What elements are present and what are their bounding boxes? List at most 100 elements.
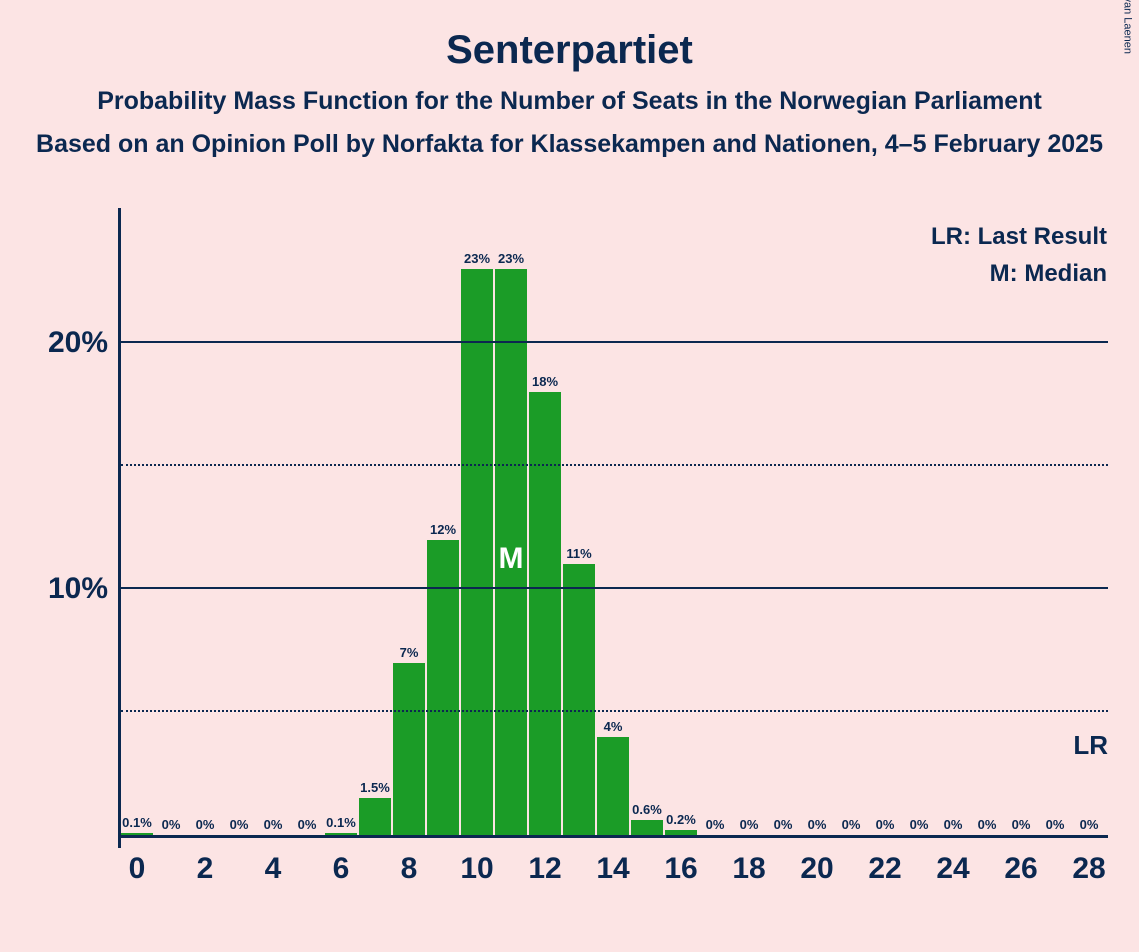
bar-value-label: 0.6% <box>632 802 662 817</box>
bar <box>631 820 663 835</box>
bar-value-label: 23% <box>464 251 490 266</box>
bar-slot: 0.2% <box>664 220 698 835</box>
bar-value-label: 12% <box>430 522 456 537</box>
bar-value-label: 0% <box>808 817 827 832</box>
x-tick-label: 28 <box>1072 852 1105 886</box>
bar <box>359 798 391 835</box>
pmf-chart: 0.1% 0% 0% 0% 0% 0% 0.1% 1.5% 7% 12% 23% M 23% 18% 11%… <box>118 218 1108 838</box>
bar-value-label: 0% <box>1012 817 1031 832</box>
gridline <box>121 341 1108 343</box>
bar-slot: M 23% <box>494 220 528 835</box>
bar-slot: 4% <box>596 220 630 835</box>
x-tick-label: 0 <box>129 852 146 886</box>
bar-value-label: 0.1% <box>326 815 356 830</box>
gridline <box>121 587 1108 589</box>
bar-slot: 0.1% <box>324 220 358 835</box>
bar-value-label: 0% <box>264 817 283 832</box>
bar-slot: 0% <box>154 220 188 835</box>
bar-slot: 0% <box>222 220 256 835</box>
plot-area: 0.1% 0% 0% 0% 0% 0% 0.1% 1.5% 7% 12% 23% M 23% 18% 11%… <box>118 218 1108 838</box>
bar-slot: 0% <box>834 220 868 835</box>
bar-value-label: 7% <box>400 645 419 660</box>
bar-slot: 0% <box>1038 220 1072 835</box>
bar <box>121 833 153 835</box>
bar-value-label: 0% <box>706 817 725 832</box>
bar <box>597 737 629 835</box>
bar <box>393 663 425 835</box>
bar-value-label: 0% <box>740 817 759 832</box>
bar-value-label: 0% <box>842 817 861 832</box>
bar-slot: 0% <box>868 220 902 835</box>
bar-slot: 0% <box>936 220 970 835</box>
x-tick-label: 2 <box>197 852 214 886</box>
bar-slot: 0% <box>1004 220 1038 835</box>
bar-value-label: 11% <box>566 546 591 561</box>
bar-value-label: 0% <box>978 817 997 832</box>
bar-value-label: 4% <box>604 719 623 734</box>
bar-slot: 0% <box>970 220 1004 835</box>
chart-title: Senterpartiet <box>0 28 1139 73</box>
bar-slot: 11% <box>562 220 596 835</box>
gridline <box>121 464 1108 466</box>
median-marker: M <box>499 542 524 576</box>
x-tick-label: 18 <box>732 852 765 886</box>
bar-value-label: 23% <box>498 251 524 266</box>
x-tick-label: 16 <box>664 852 697 886</box>
bar-slot: 7% <box>392 220 426 835</box>
bar-slot: 0% <box>256 220 290 835</box>
bar: M <box>495 269 527 835</box>
bar-slot: 0% <box>188 220 222 835</box>
x-tick-label: 24 <box>936 852 969 886</box>
x-tick-label: 14 <box>596 852 629 886</box>
bar-value-label: 0% <box>944 817 963 832</box>
bar-value-label: 0.2% <box>666 812 696 827</box>
bar <box>461 269 493 835</box>
x-tick-label: 20 <box>800 852 833 886</box>
bar <box>325 833 357 835</box>
bar <box>529 392 561 835</box>
bar-slot: 0% <box>766 220 800 835</box>
bar-value-label: 0% <box>774 817 793 832</box>
bar-slot: 23% <box>460 220 494 835</box>
bar-value-label: 0% <box>876 817 895 832</box>
bar <box>563 564 595 835</box>
x-tick-label: 26 <box>1004 852 1037 886</box>
bar-value-label: 0% <box>230 817 249 832</box>
x-tick-label: 4 <box>265 852 282 886</box>
x-tick-label: 22 <box>868 852 901 886</box>
bar-slot: 18% <box>528 220 562 835</box>
lr-marker: LR <box>1073 730 1108 761</box>
x-tick-label: 10 <box>460 852 493 886</box>
bar <box>427 540 459 835</box>
bar <box>665 830 697 835</box>
x-tick-label: 6 <box>333 852 350 886</box>
bar-value-label: 18% <box>532 374 558 389</box>
chart-subtitle-1: Probability Mass Function for the Number… <box>0 87 1139 116</box>
copyright: © 2025 Filip van Laenen <box>1121 0 1133 54</box>
bar-slot: 0.6% <box>630 220 664 835</box>
gridline <box>121 710 1108 712</box>
bar-value-label: 0% <box>1046 817 1065 832</box>
bar-slot: 1.5% <box>358 220 392 835</box>
bar-value-label: 0% <box>1080 817 1099 832</box>
bar-value-label: 1.5% <box>360 780 390 795</box>
bars-container: 0.1% 0% 0% 0% 0% 0% 0.1% 1.5% 7% 12% 23% M 23% 18% 11%… <box>120 220 1106 835</box>
bar-value-label: 0% <box>162 817 181 832</box>
y-tick-label: 10% <box>18 572 108 606</box>
x-tick-label: 8 <box>401 852 418 886</box>
bar-value-label: 0.1% <box>122 815 152 830</box>
bar-slot: 0% <box>732 220 766 835</box>
bar-value-label: 0% <box>298 817 317 832</box>
chart-subtitle-2: Based on an Opinion Poll by Norfakta for… <box>0 130 1139 159</box>
bar-slot: 12% <box>426 220 460 835</box>
bar-slot: 0% <box>902 220 936 835</box>
bar-slot: 0% <box>800 220 834 835</box>
y-tick-label: 20% <box>18 326 108 360</box>
x-tick-label: 12 <box>528 852 561 886</box>
bar-slot: 0% <box>290 220 324 835</box>
x-axis <box>118 835 1108 838</box>
bar-value-label: 0% <box>910 817 929 832</box>
bar-value-label: 0% <box>196 817 215 832</box>
bar-slot: 0% <box>698 220 732 835</box>
bar-slot: 0.1% <box>120 220 154 835</box>
